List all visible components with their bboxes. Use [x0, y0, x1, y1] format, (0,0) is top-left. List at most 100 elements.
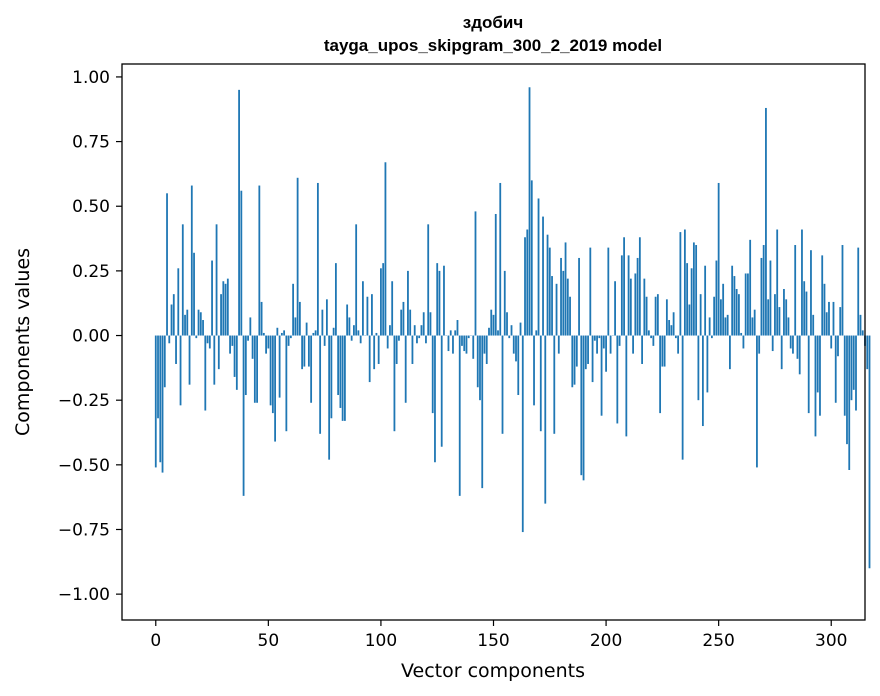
- bar: [681, 335, 684, 460]
- bar: [427, 224, 430, 336]
- bar: [686, 263, 689, 336]
- bar: [283, 330, 286, 336]
- bar: [751, 317, 754, 336]
- bar: [186, 309, 189, 336]
- bar: [204, 335, 207, 411]
- bar: [616, 335, 619, 424]
- bar: [366, 296, 369, 336]
- bar: [587, 335, 589, 364]
- bar: [321, 309, 324, 336]
- bar: [627, 255, 630, 336]
- bar: [161, 335, 164, 473]
- bar: [494, 213, 497, 336]
- x-tick-label: 300: [815, 631, 847, 651]
- bar: [560, 257, 562, 336]
- bar: [843, 335, 846, 416]
- bar: [220, 294, 222, 336]
- bar: [548, 247, 551, 336]
- bar: [497, 330, 499, 336]
- bar: [172, 294, 175, 336]
- bar: [434, 335, 436, 463]
- bar: [337, 335, 340, 396]
- bar: [753, 309, 756, 336]
- bar: [386, 335, 389, 349]
- bar: [467, 335, 470, 339]
- bar: [733, 276, 736, 336]
- bar: [629, 278, 632, 336]
- bar: [393, 335, 396, 432]
- bar: [461, 335, 463, 346]
- bar: [170, 304, 173, 336]
- bar: [832, 301, 835, 336]
- bar: [420, 325, 423, 336]
- bar: [643, 278, 646, 336]
- bar: [440, 335, 443, 447]
- bar: [418, 335, 421, 339]
- bar: [846, 335, 848, 445]
- bar: [292, 283, 295, 336]
- bar: [762, 245, 765, 336]
- bar: [328, 335, 331, 460]
- bar: [362, 281, 364, 336]
- bar: [533, 335, 535, 406]
- x-tick-label: 100: [365, 631, 397, 651]
- bar: [271, 335, 274, 414]
- bar: [267, 335, 270, 349]
- bar: [780, 335, 783, 370]
- bar: [569, 296, 571, 336]
- bar: [244, 335, 247, 396]
- bar: [794, 245, 797, 336]
- bar: [400, 309, 403, 336]
- bar: [341, 335, 344, 421]
- bar: [654, 296, 657, 336]
- bar: [312, 332, 315, 336]
- x-tick-label: 0: [150, 631, 161, 651]
- bar: [683, 229, 686, 336]
- bar: [735, 288, 738, 336]
- bar: [562, 270, 565, 336]
- bar: [830, 335, 833, 349]
- bar: [566, 278, 569, 336]
- bar: [848, 335, 851, 470]
- bar: [828, 301, 830, 336]
- bar: [868, 335, 871, 569]
- bar: [240, 190, 243, 336]
- bar: [251, 335, 254, 359]
- bar: [551, 276, 553, 336]
- bar: [458, 335, 461, 496]
- bar: [294, 317, 297, 336]
- bar: [269, 335, 272, 406]
- bar: [472, 335, 475, 359]
- bar: [217, 335, 220, 370]
- bar: [506, 312, 508, 336]
- bar: [521, 335, 524, 533]
- bar: [262, 332, 265, 336]
- bar: [323, 335, 326, 346]
- bar: [796, 335, 799, 359]
- bar: [296, 177, 299, 336]
- bar: [175, 335, 177, 364]
- bar: [789, 335, 792, 349]
- bar: [197, 309, 200, 336]
- bar: [792, 335, 794, 354]
- bar: [805, 291, 808, 336]
- bar: [704, 265, 707, 336]
- bar: [711, 335, 713, 339]
- bar: [857, 247, 860, 336]
- bar: [807, 335, 810, 414]
- bar: [584, 335, 587, 370]
- bar: [499, 182, 502, 336]
- bar: [742, 335, 745, 349]
- bar: [661, 335, 664, 367]
- chart-subtitle: tayga_upos_skipgram_300_2_2019 model: [324, 36, 662, 55]
- bar: [332, 327, 335, 336]
- bar: [731, 265, 734, 336]
- bar: [289, 335, 292, 339]
- bar: [402, 301, 405, 336]
- bar: [431, 335, 434, 414]
- bar: [544, 335, 547, 504]
- bar: [157, 335, 159, 419]
- bar: [524, 237, 526, 336]
- bar: [454, 330, 457, 336]
- bar: [837, 335, 839, 357]
